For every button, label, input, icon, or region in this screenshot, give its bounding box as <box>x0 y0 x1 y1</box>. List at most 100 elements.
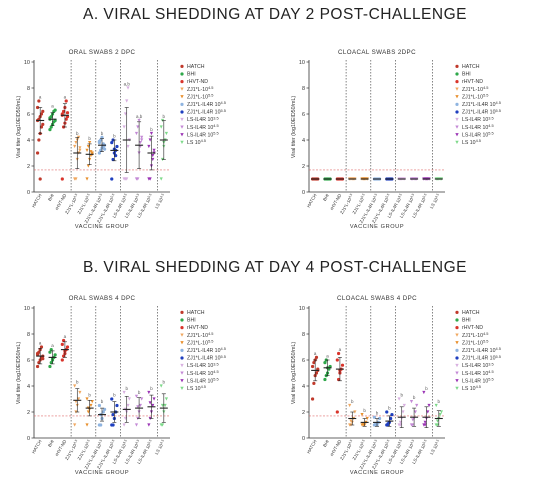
x-tick-label: rHVT-ND <box>329 439 342 457</box>
y-tick-label: 2 <box>27 410 30 416</box>
data-point <box>97 403 101 408</box>
x-tick-label: BHI <box>322 439 330 448</box>
y-tick-label: 6 <box>302 358 305 364</box>
significance-label: b <box>138 390 141 395</box>
data-point <box>160 423 165 427</box>
significance-label: b <box>125 386 128 391</box>
legend-label: LS-IL4R 104.5 <box>462 369 494 377</box>
legend-label: ZJ1*L-105.5 <box>462 93 488 101</box>
data-point <box>48 128 52 132</box>
x-tick-label: HATCH <box>306 439 318 454</box>
legend-label: BHI <box>187 72 196 78</box>
x-axis-label: VACCINE GROUP <box>350 470 404 476</box>
legend-label: BHI <box>462 318 471 324</box>
data-point <box>49 125 53 129</box>
data-point <box>365 416 369 421</box>
data-point <box>76 397 81 401</box>
y-axis-label: Viral titer (log10EID50/mL) <box>291 96 297 159</box>
data-point <box>314 371 319 375</box>
x-tick-label: BHI <box>47 439 55 448</box>
legend-label: LS-IL4R 105.5 <box>462 131 494 139</box>
data-point <box>86 144 90 149</box>
data-point <box>312 381 316 385</box>
x-tick-label: HATCH <box>306 193 318 208</box>
data-point <box>122 390 126 395</box>
data-point <box>41 122 45 126</box>
y-tick-label: 10 <box>299 60 305 66</box>
data-point <box>74 177 78 181</box>
data-point <box>435 423 440 427</box>
legend-marker <box>455 64 459 68</box>
data-point <box>37 350 41 354</box>
data-point <box>100 135 104 139</box>
data-point <box>337 351 341 356</box>
data-point <box>85 148 89 152</box>
legend-marker <box>455 102 459 106</box>
x-tick-label: rHVT-ND <box>329 193 342 211</box>
chart-title: ORAL SWABS 2 DPC <box>69 49 136 56</box>
y-tick-label: 10 <box>24 306 30 312</box>
x-tick-label: BHI <box>47 193 55 202</box>
y-axis-label: Viral titer (log10EID50/mL) <box>16 342 22 405</box>
data-point <box>64 117 68 121</box>
y-tick-label: 0 <box>302 190 305 196</box>
legend-label: LS-IL4R 103.5 <box>187 115 219 123</box>
data-point <box>147 423 151 427</box>
data-point <box>35 151 40 155</box>
legend-marker <box>180 110 184 114</box>
legend-label: ZJ1*L-IL4R 104.5 <box>462 100 501 108</box>
legend-marker <box>180 348 184 352</box>
data-point <box>110 141 114 145</box>
data-point <box>86 164 90 168</box>
data-point <box>335 410 339 414</box>
y-tick-label: 0 <box>302 436 305 442</box>
y-tick-label: 6 <box>27 112 30 118</box>
data-point <box>310 364 315 369</box>
data-point <box>438 413 442 417</box>
legend-marker <box>180 102 184 106</box>
significance-label: b <box>76 380 79 385</box>
data-point <box>111 413 115 417</box>
significance-label: a <box>51 343 54 348</box>
data-point <box>148 177 152 181</box>
legend-marker <box>180 326 184 330</box>
legend-marker <box>455 379 459 383</box>
x-tick-label: HATCH <box>31 193 43 208</box>
data-point <box>348 403 352 408</box>
data-point <box>422 390 426 395</box>
legend-marker <box>180 363 184 368</box>
significance-label: a <box>64 95 67 100</box>
data-point <box>423 423 427 427</box>
legend-label: ZJ1*L-104.5 <box>187 85 213 93</box>
x-tick-label: HATCH <box>31 439 43 454</box>
data-point <box>97 139 101 143</box>
data-point <box>122 125 126 129</box>
legend-marker <box>180 386 184 390</box>
legend-label: ZJ1*L-IL4R 104.5 <box>462 346 501 354</box>
legend-label: HATCH <box>187 310 205 316</box>
legend-label: ZJ1*L-104.5 <box>462 331 488 339</box>
data-point <box>159 125 163 129</box>
legend-label: ZJ1*L-IL4R 105.5 <box>462 354 501 362</box>
x-axis-label: VACCINE GROUP <box>75 224 129 230</box>
y-tick-label: 8 <box>27 86 30 92</box>
data-point <box>378 416 382 421</box>
data-point <box>160 403 165 408</box>
data-point <box>372 415 376 419</box>
significance-label: a <box>39 95 42 100</box>
legend-marker <box>455 356 459 360</box>
legend-marker <box>180 341 184 345</box>
legend-marker <box>455 326 459 330</box>
data-point <box>423 420 427 424</box>
significance-label: a <box>64 334 67 339</box>
data-point <box>123 112 128 116</box>
x-tick-label: BHI <box>322 193 330 202</box>
data-point <box>409 400 414 404</box>
y-axis-label: Viral titer (log10EID50/mL) <box>16 96 22 159</box>
legend-label: ZJ1*L-104.5 <box>187 331 213 339</box>
legend-marker <box>455 125 459 129</box>
legend-marker <box>180 310 184 314</box>
data-point <box>73 384 77 388</box>
data-point <box>103 407 107 411</box>
significance-label: b <box>150 386 153 391</box>
